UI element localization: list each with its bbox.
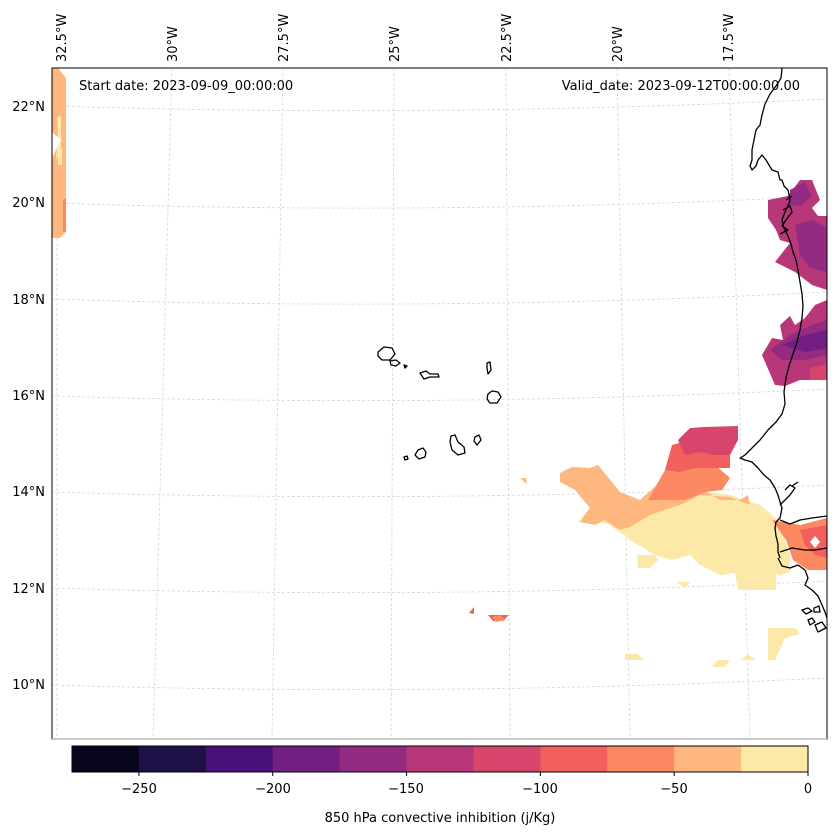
lat-tick-label: 22°N [12, 100, 45, 115]
contour-plume-orange [648, 465, 730, 500]
contour-patch-23w-c [492, 615, 505, 622]
contour-patch-f [741, 654, 756, 660]
gridline-lon-30 [152, 68, 173, 739]
valid-date-annotation: Valid_date: 2023-09-12T00:00:00.00 [562, 79, 800, 94]
coastline-africa-guinea [777, 557, 827, 619]
colorbar-tick-label: −100 [522, 782, 558, 797]
coastline-senegal-detail [779, 481, 799, 506]
island-brava [403, 455, 409, 461]
contour-patch-a [637, 555, 658, 568]
gridline-lat-10 [52, 677, 827, 691]
colorbar-swatch [138, 746, 207, 772]
island-sao-vicente [389, 359, 401, 367]
colorbar-swatch [272, 746, 341, 772]
colorbar-ticks [138, 772, 809, 776]
gridline-lon-25 [390, 68, 395, 739]
colorbar-swatch [741, 746, 809, 772]
map-content [52, 68, 827, 739]
contour-small-west [520, 478, 527, 484]
contour-senegal-light [768, 520, 790, 576]
contour-mauritania-north-inner [790, 182, 812, 206]
lat-tick-label: 12°N [12, 582, 45, 597]
colorbar-frame [71, 745, 809, 773]
map-background [52, 68, 827, 739]
contour-mauritania-north-mid [795, 220, 827, 272]
colorbar-tick-label: −200 [255, 782, 291, 797]
contour-patch-c [768, 628, 800, 660]
gridline-lat-14 [52, 484, 827, 498]
colorbar-swatch [339, 746, 408, 772]
coastline-africa [739, 68, 804, 559]
contour-fills [52, 68, 827, 667]
colorbar-tick-label: −150 [388, 782, 424, 797]
contour-west-strip-gap [52, 132, 61, 158]
lon-tick-label: 17.5°W [722, 14, 737, 62]
colorbar-swatch [540, 746, 608, 772]
island-santo-antao [377, 346, 396, 361]
gridline-lat-20 [52, 195, 827, 209]
island-maio [473, 434, 482, 446]
lat-tick-label: 16°N [12, 389, 45, 404]
colorbar-swatch [205, 746, 274, 772]
colorbar-swatches [72, 746, 809, 772]
contour-west-strip-light [56, 115, 61, 160]
latitude-gridlines [52, 98, 827, 691]
longitude-gridlines [56, 68, 751, 739]
colorbar-swatch [72, 746, 140, 772]
gridline-lat-22 [52, 98, 827, 112]
colorbar-swatch [406, 746, 474, 772]
lon-tick-label: 22.5°W [500, 14, 515, 62]
coastline-bijagos [801, 605, 827, 633]
lat-tick-label: 20°N [12, 196, 45, 211]
island-santiago [449, 434, 466, 456]
latitude-tick-labels: 22°N 20°N 18°N 16°N 14°N 12°N 10°N [12, 100, 45, 693]
contour-west-strip-light-2 [58, 148, 62, 165]
gridline-lon-27-5 [271, 68, 284, 739]
lat-tick-label: 10°N [12, 678, 45, 693]
contour-patch-b [676, 582, 690, 588]
lon-tick-label: 30°W [166, 26, 181, 62]
colorbar-tick-label: −250 [121, 782, 157, 797]
gridline-lat-16 [52, 388, 827, 402]
colorbar-tick-label: −50 [660, 782, 687, 797]
gridline-lat-12 [52, 580, 827, 594]
contour-mauritania-south-core [782, 330, 827, 352]
gridline-lon-20 [616, 68, 631, 739]
lon-tick-label: 27.5°W [277, 14, 292, 62]
contour-patch-d [625, 654, 644, 660]
island-sal [486, 361, 492, 375]
lon-tick-label: 32.5°W [55, 14, 70, 62]
contour-senegal-gap [810, 536, 820, 548]
colorbar-swatch [607, 746, 675, 772]
colorbar: −250 −200 −150 −100 −50 0 850 hPa convec… [71, 745, 812, 826]
coastline-africa-gambia [779, 515, 827, 525]
contour-plume-pink [678, 426, 738, 455]
lon-tick-label: 20°W [611, 26, 626, 62]
colorbar-swatch [473, 746, 541, 772]
island-sao-nicolau [419, 370, 440, 380]
coastline-mauritania-detail [779, 195, 793, 235]
gridline-lon-22-5 [505, 68, 511, 739]
gridline-lat-18 [52, 291, 827, 305]
island-fogo [414, 447, 427, 460]
coastlines [377, 68, 827, 633]
colorbar-swatch [674, 746, 742, 772]
contour-patch-23w-a [469, 607, 474, 614]
lat-tick-label: 14°N [12, 485, 45, 500]
gridline-lon-17-5 [728, 68, 751, 739]
island-boa-vista [486, 390, 502, 404]
contour-west-strip-edge [63, 198, 66, 232]
colorbar-label: 850 hPa convective inhibition (j/Kg) [325, 811, 556, 826]
lon-tick-label: 25°W [388, 26, 403, 62]
longitude-tick-labels: 32.5°W 30°W 27.5°W 25°W 22.5°W 20°W 17.5… [55, 14, 737, 62]
contour-mauritania-south-red [810, 364, 827, 380]
lat-tick-label: 18°N [12, 293, 45, 308]
start-date-annotation: Start date: 2023-09-09_00:00:00 [79, 79, 293, 94]
contour-patch-e [711, 660, 730, 667]
island-santa-luzia [403, 364, 408, 369]
coastline-africa-gambia-s [779, 547, 827, 553]
colorbar-tick-label: 0 [804, 782, 812, 797]
